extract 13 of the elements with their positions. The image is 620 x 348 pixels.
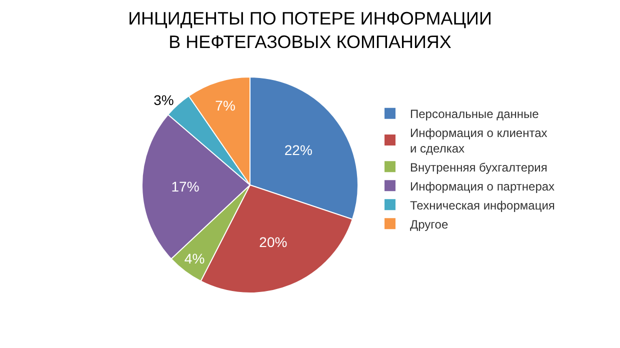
data-label: 3%: [154, 92, 174, 108]
legend-label: Персональные данные: [410, 107, 540, 122]
chart-title: ИНЦИДЕНТЫ ПО ПОТЕРЕ ИНФОРМАЦИИ В НЕФТЕГАЗОВЫХ КОМПАНИЯХ: [128, 8, 492, 52]
data-label: 7%: [215, 97, 236, 114]
legend-label: Внутренняя бухгалтерия: [410, 160, 548, 174]
legend-label: Другое: [410, 217, 448, 232]
legend-label: Информация о партнерах: [410, 179, 555, 194]
legend-label: Техническая информация: [410, 198, 555, 212]
data-label: 20%: [259, 234, 288, 250]
legend-label: Информация о клиентах и сделках: [410, 126, 548, 156]
data-label: 22%: [284, 142, 312, 158]
data-label: 17%: [171, 178, 200, 194]
data-label: 4%: [184, 250, 205, 267]
